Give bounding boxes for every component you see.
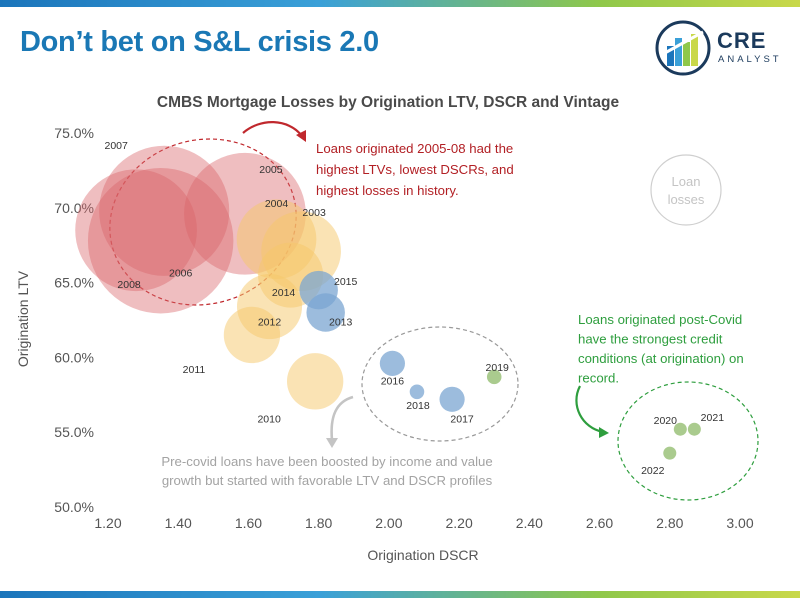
red-arrow-icon [242,121,303,137]
red-cluster-ellipse [109,138,297,306]
vintage-label-2003: 2003 [302,207,326,219]
logo-subtitle: ANALYST [718,54,782,65]
vintage-label-2014: 2014 [272,287,296,299]
cre-analyst-logo: CRE ANALYST [655,20,795,76]
y-axis-label: Origination LTV [15,270,31,367]
y-tick-label: 55.0% [54,424,94,440]
x-tick-label: 2.60 [586,515,613,531]
bubble-2018 [409,384,425,400]
x-tick-label: 1.60 [235,515,262,531]
vintage-label-2010: 2010 [257,413,281,425]
bubble-2017 [439,386,465,412]
annotation-line: conditions (at origination) on [578,351,744,366]
vintage-label-2005: 2005 [259,164,283,176]
red-arrowhead-icon [296,130,306,142]
green-arrow-icon [575,385,604,434]
annotation-line: Pre-covid loans have been boosted by inc… [161,454,492,469]
y-tick-label: 65.0% [54,275,94,291]
size-legend-circle [650,154,722,226]
gray-cluster-ellipse [361,326,519,442]
top-accent-bar [0,0,800,7]
annotation-line: highest LTVs, lowest DSCRs, and [316,162,514,177]
annotation-line: record. [578,371,619,386]
bubble-2011 [223,306,281,364]
x-tick-label: 1.40 [165,515,192,531]
x-tick-label: 2.80 [656,515,683,531]
annotation-line: highest losses in history. [316,183,459,198]
annotation-line: growth but started with favorable LTV an… [162,473,493,488]
bubble-2010 [286,353,344,410]
x-tick-label: 2.00 [375,515,402,531]
x-tick-label: 2.40 [516,515,543,531]
vintage-label-2016: 2016 [381,375,405,387]
bubbles [75,145,701,460]
y-tick-label: 50.0% [54,499,94,515]
annotation-line: Loans originated post-Covid [578,312,742,327]
bubble-2020 [673,422,687,436]
vintage-label-2012: 2012 [258,317,282,329]
page-title: Don’t bet on S&L crisis 2.0 [20,26,379,58]
logo-word: CRE [717,28,767,53]
x-axis-label: Origination DSCR [367,547,478,563]
logo-mark-icon [655,20,711,76]
y-tick-label: 70.0% [54,200,94,216]
x-tick-label: 2.20 [445,515,472,531]
vintage-label-2019: 2019 [486,362,510,374]
vintage-label-2007: 2007 [104,140,128,152]
annotation-green: Loans originated post-Covid have the stro… [578,312,744,386]
bubble-2013 [306,293,345,332]
vintage-label-2013: 2013 [329,317,353,329]
vintage-labels: 2006 2007 2008 2005 2004 2003 2014 2012 2011 2010… [104,140,724,477]
y-tick-label: 60.0% [54,349,94,365]
x-tick-label: 1.20 [94,515,121,531]
bubble-2007 [99,145,230,276]
x-tick-label: 1.80 [305,515,332,531]
bubble-2016 [379,350,405,376]
bubble-2021 [687,422,701,436]
gray-arrow-icon [330,395,354,441]
bottom-accent-bar [0,591,800,598]
vintage-label-2008: 2008 [117,279,141,291]
vintage-label-2011: 2011 [183,364,206,376]
annotation-line: Loans originated 2005-08 had the [316,141,513,156]
size-legend-line: Loan [672,174,701,189]
size-legend-line: losses [668,192,705,207]
bubble-2019 [486,369,502,385]
bubble-2022 [663,446,677,460]
annotation-gray: Pre-covid loans have been boosted by inc… [161,454,492,488]
vintage-label-2020: 2020 [654,415,678,427]
vintage-label-2004: 2004 [265,198,289,210]
size-legend-label: Loan losses [668,174,705,207]
bubble-2008 [75,169,197,292]
annotation-line: have the strongest credit [578,332,723,347]
y-axis-ticks: 50.0% 55.0% 60.0% 65.0% 70.0% 75.0% [54,125,94,515]
vintage-label-2015: 2015 [334,276,358,288]
vintage-label-2022: 2022 [641,465,665,477]
annotation-red: Loans originated 2005-08 had the highest … [316,141,514,198]
x-tick-label: 3.00 [726,515,753,531]
x-axis-ticks: 1.20 1.40 1.60 1.80 2.00 2.20 2.40 2.60 2.80 3.00 [94,515,753,531]
vintage-label-2018: 2018 [406,400,430,412]
y-tick-label: 75.0% [54,125,94,141]
green-cluster-ellipse [617,381,759,501]
vintage-label-2021: 2021 [701,412,725,424]
vintage-label-2006: 2006 [169,268,193,280]
green-arrowhead-icon [599,427,609,438]
bubble-2006 [87,167,234,314]
chart-title: CMBS Mortgage Losses by Origination LTV,… [157,94,620,111]
vintage-label-2017: 2017 [450,413,474,425]
gray-arrowhead-icon [326,438,338,448]
